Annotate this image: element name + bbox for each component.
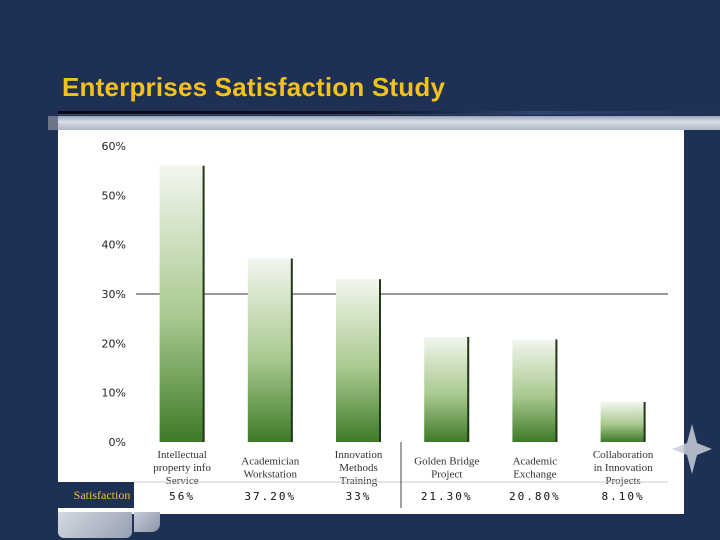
- value-label: 8.10%: [602, 490, 645, 503]
- value-label: 33%: [346, 490, 372, 503]
- y-axis-tick-labels: 0% 10% 20% 30% 40% 50% 60%: [102, 140, 126, 449]
- decorative-band: [48, 116, 720, 130]
- bar: [600, 402, 646, 442]
- bar-edge: [290, 258, 293, 442]
- bar-edge: [555, 339, 558, 442]
- table-row-label-cell: [58, 482, 134, 508]
- category-label: Intellectual property info Service: [153, 449, 211, 487]
- y-tick-label: 20%: [102, 337, 126, 350]
- decorative-square-small: [134, 512, 160, 532]
- bar: [159, 165, 205, 442]
- category-label: Academic Exchange: [513, 456, 558, 481]
- bars-group: [159, 165, 646, 442]
- bar-edge: [643, 402, 646, 442]
- decorative-star-icon: [672, 424, 712, 474]
- bar-edge: [202, 165, 205, 442]
- title-underline-highlight: [58, 114, 720, 115]
- y-tick-label: 50%: [102, 189, 126, 202]
- bar: [336, 279, 381, 442]
- y-tick-label: 40%: [102, 239, 126, 252]
- y-tick-label: 0%: [109, 436, 126, 449]
- value-label: 21.30%: [421, 490, 473, 503]
- decorative-band-corner: [48, 116, 58, 130]
- bar: [247, 258, 293, 442]
- table-row-label: Satisfaction: [74, 488, 131, 502]
- slide-title: Enterprises Satisfaction Study: [62, 72, 446, 102]
- value-table-row: Satisfaction 56% 37.20% 33% 21.30% 20.80% 8.10…: [58, 442, 668, 508]
- y-tick-label: 60%: [102, 140, 126, 153]
- category-label: Collaboration in Innovation Projects: [593, 449, 654, 487]
- satisfaction-bar-chart: 0% 10% 20% 30% 40% 50% 60% Intellectual propert…: [58, 140, 668, 508]
- value-label: 37.20%: [244, 490, 296, 503]
- category-label: Academician Workstation: [241, 456, 300, 481]
- bar: [424, 336, 470, 442]
- y-tick-label: 10%: [102, 387, 126, 400]
- value-label: 20.80%: [509, 490, 561, 503]
- category-labels-group: Intellectual property info Service Academic…: [153, 449, 654, 487]
- value-label: 56%: [169, 490, 195, 503]
- bar-edge: [467, 336, 470, 442]
- title-underline: [58, 111, 720, 114]
- category-label: Golden Bridge Project: [414, 456, 479, 481]
- bar: [512, 339, 558, 442]
- bar-edge: [379, 279, 381, 442]
- category-label: Innovation Methods Training: [335, 449, 383, 487]
- y-tick-label: 30%: [102, 288, 126, 301]
- decorative-square: [58, 512, 132, 538]
